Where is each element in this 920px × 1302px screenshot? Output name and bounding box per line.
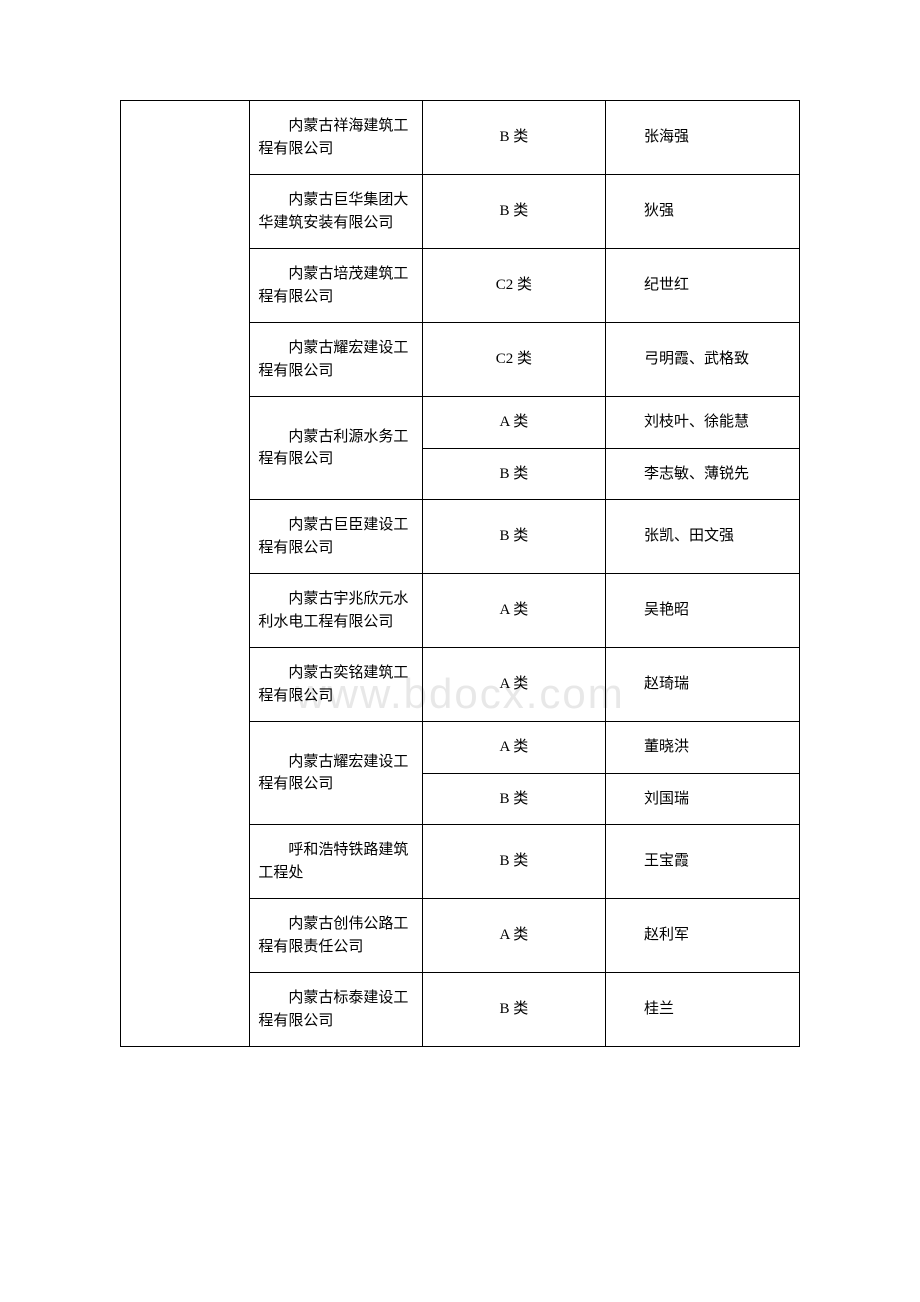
- company-cell: 内蒙古标泰建设工程有限公司: [250, 973, 422, 1047]
- data-table: 内蒙古祥海建筑工程有限公司B 类张海强内蒙古巨华集团大华建筑安装有限公司B 类狄…: [120, 100, 800, 1047]
- company-cell: 内蒙古耀宏建设工程有限公司: [250, 323, 422, 397]
- category-cell: A 类: [422, 899, 605, 973]
- category-cell: A 类: [422, 722, 605, 774]
- category-cell: B 类: [422, 973, 605, 1047]
- person-cell: 王宝霞: [605, 825, 799, 899]
- company-cell: 内蒙古利源水务工程有限公司: [250, 397, 422, 500]
- category-cell: B 类: [422, 448, 605, 500]
- company-cell: 内蒙古培茂建筑工程有限公司: [250, 249, 422, 323]
- person-cell: 李志敏、薄锐先: [605, 448, 799, 500]
- person-cell: 刘枝叶、徐能慧: [605, 397, 799, 449]
- company-cell: 内蒙古巨华集团大华建筑安装有限公司: [250, 175, 422, 249]
- company-cell: 呼和浩特铁路建筑工程处: [250, 825, 422, 899]
- category-cell: C2 类: [422, 323, 605, 397]
- category-cell: B 类: [422, 825, 605, 899]
- company-cell: 内蒙古巨臣建设工程有限公司: [250, 500, 422, 574]
- person-cell: 张海强: [605, 101, 799, 175]
- person-cell: 狄强: [605, 175, 799, 249]
- person-cell: 桂兰: [605, 973, 799, 1047]
- person-cell: 张凯、田文强: [605, 500, 799, 574]
- person-cell: 董晓洪: [605, 722, 799, 774]
- company-cell: 内蒙古创伟公路工程有限责任公司: [250, 899, 422, 973]
- category-cell: A 类: [422, 397, 605, 449]
- person-cell: 纪世红: [605, 249, 799, 323]
- person-cell: 弓明霞、武格致: [605, 323, 799, 397]
- company-cell: 内蒙古奕铭建筑工程有限公司: [250, 648, 422, 722]
- person-cell: 吴艳昭: [605, 574, 799, 648]
- company-cell: 内蒙古祥海建筑工程有限公司: [250, 101, 422, 175]
- empty-first-column: [121, 101, 250, 1047]
- category-cell: A 类: [422, 574, 605, 648]
- person-cell: 赵琦瑞: [605, 648, 799, 722]
- company-cell: 内蒙古耀宏建设工程有限公司: [250, 722, 422, 825]
- category-cell: C2 类: [422, 249, 605, 323]
- category-cell: B 类: [422, 500, 605, 574]
- person-cell: 赵利军: [605, 899, 799, 973]
- table-row: 内蒙古祥海建筑工程有限公司B 类张海强: [121, 101, 800, 175]
- person-cell: 刘国瑞: [605, 773, 799, 825]
- category-cell: B 类: [422, 175, 605, 249]
- category-cell: B 类: [422, 773, 605, 825]
- company-cell: 内蒙古宇兆欣元水利水电工程有限公司: [250, 574, 422, 648]
- category-cell: B 类: [422, 101, 605, 175]
- category-cell: A 类: [422, 648, 605, 722]
